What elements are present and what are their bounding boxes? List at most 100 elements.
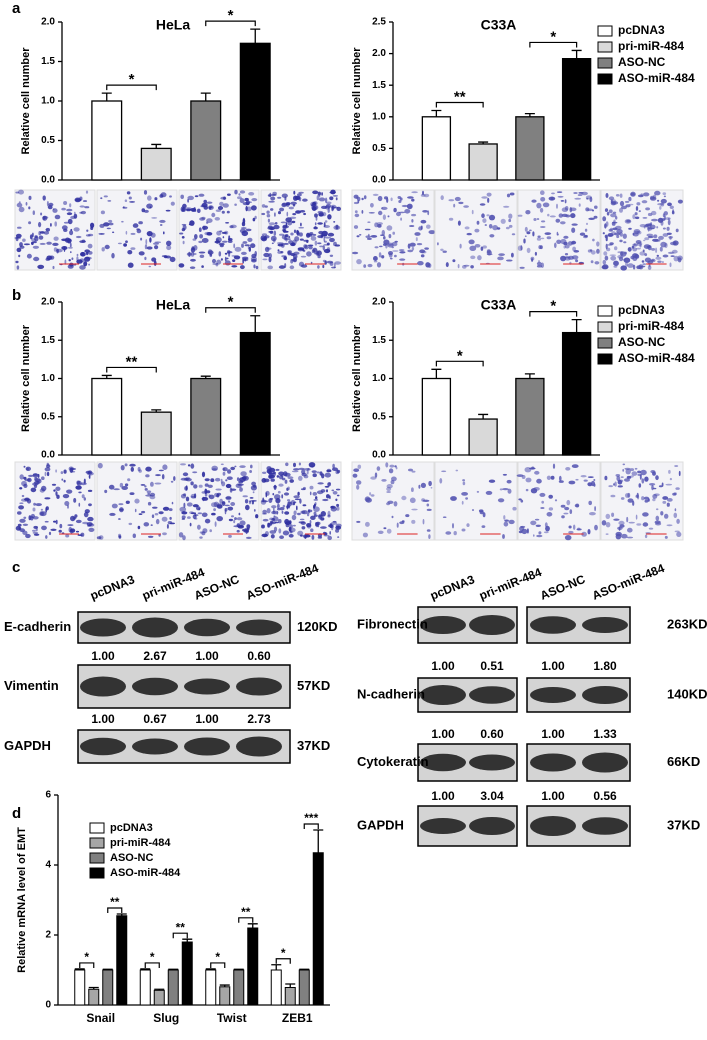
cell: [145, 474, 150, 478]
cell: [38, 221, 42, 228]
cell: [335, 488, 341, 491]
cell: [541, 500, 544, 504]
cell: [634, 212, 638, 216]
cell: [390, 197, 393, 202]
error-bar: [250, 28, 261, 44]
y-tick-label: 1.0: [41, 96, 55, 107]
cell: [530, 520, 537, 526]
cell: [611, 201, 619, 205]
cell: [388, 468, 394, 474]
cell: [542, 202, 550, 208]
cell: [560, 221, 566, 225]
cell: [626, 475, 632, 479]
cell: [216, 503, 223, 509]
cell: [628, 196, 632, 202]
cell: [630, 191, 636, 197]
cell: [178, 532, 184, 538]
cell: [69, 529, 74, 534]
cell: [656, 226, 659, 229]
cell: [445, 531, 452, 535]
cell: [278, 528, 282, 534]
cell: [479, 203, 486, 206]
blot-band: [236, 736, 282, 757]
x-tick-label: Slug: [153, 1011, 179, 1025]
cell: [568, 480, 576, 485]
cell: [281, 510, 284, 514]
cell: [674, 530, 680, 533]
cell: [502, 488, 509, 491]
significance-label: **: [241, 905, 251, 919]
cell: [68, 246, 73, 249]
cell: [621, 205, 627, 210]
cell: [411, 508, 418, 511]
cell: [39, 511, 44, 516]
protein-label: Cytokeratin: [357, 754, 429, 769]
cell: [642, 512, 649, 517]
cell: [642, 217, 648, 219]
cell: [396, 522, 399, 528]
cell: [614, 232, 621, 236]
cell: [29, 234, 33, 240]
cell: [154, 197, 158, 201]
cell: [130, 247, 136, 250]
blot-band: [469, 686, 515, 704]
cell: [241, 476, 247, 480]
blot-band: [582, 686, 628, 704]
cell: [381, 229, 385, 236]
cell: [526, 528, 529, 534]
cell: [211, 512, 216, 516]
cell: [676, 518, 680, 524]
cell: [509, 192, 515, 196]
cell: [385, 462, 389, 468]
cell: [627, 527, 633, 533]
error-bar: [431, 368, 442, 379]
cell: [97, 462, 103, 469]
cell: [377, 224, 382, 228]
cell: [264, 531, 269, 537]
panel-label: b: [12, 287, 21, 304]
cell: [19, 245, 25, 249]
error-bar: [431, 109, 442, 117]
cell: [313, 511, 317, 516]
cell: [642, 263, 646, 266]
blot-band: [236, 619, 282, 636]
cell: [356, 484, 360, 490]
cell: [147, 535, 154, 538]
cell: [118, 535, 122, 539]
cell: [308, 462, 316, 468]
cell: [287, 476, 294, 480]
cell: [554, 242, 557, 249]
blot-band: [184, 678, 230, 695]
cell: [532, 231, 535, 237]
cell: [108, 222, 114, 226]
cell: [170, 201, 175, 206]
bar: [421, 377, 452, 456]
significance-bracket: [144, 962, 160, 968]
cell: [87, 471, 94, 476]
cell: [38, 231, 41, 236]
cell: [262, 512, 267, 515]
cell: [234, 189, 238, 195]
cell: [244, 499, 249, 504]
cell: [445, 262, 449, 268]
blot-band: [420, 616, 466, 634]
cell: [411, 213, 417, 217]
cell: [633, 229, 641, 234]
cell: [289, 524, 293, 529]
cell: [158, 511, 164, 515]
cell: [297, 193, 302, 197]
cell: [636, 523, 642, 526]
cell: [578, 203, 581, 207]
significance-bracket: [107, 907, 123, 913]
cell: [149, 206, 152, 209]
cell: [108, 484, 115, 490]
cell: [622, 468, 625, 472]
cell: [326, 494, 330, 499]
cell: [225, 222, 230, 224]
cell: [214, 217, 220, 221]
cell: [485, 490, 493, 495]
cell: [216, 492, 222, 496]
cell: [90, 226, 94, 230]
cell: [530, 488, 538, 494]
cell: [352, 251, 359, 255]
